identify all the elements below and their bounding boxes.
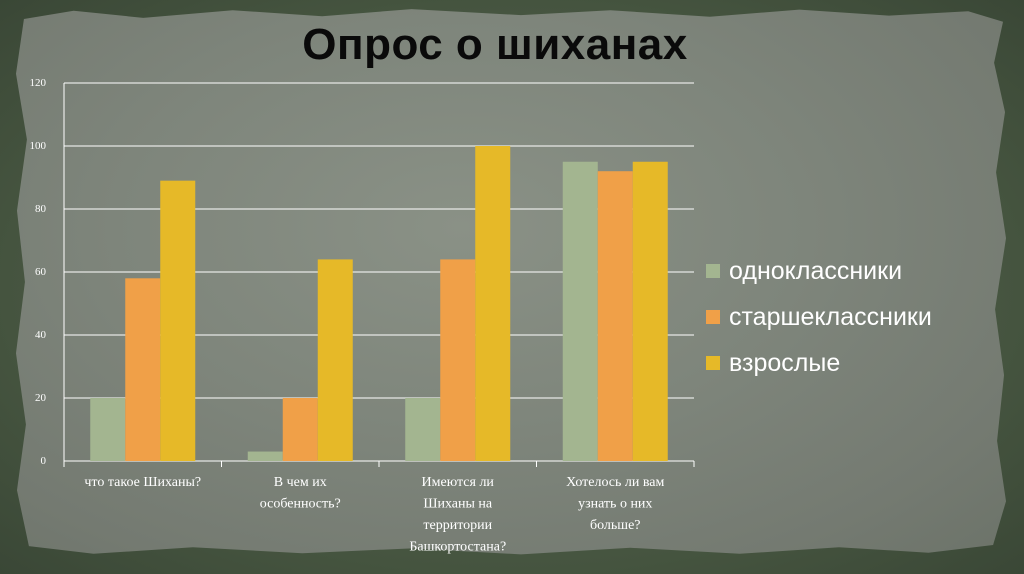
y-tick-label: 60 — [35, 266, 47, 278]
chart-legend: одноклассники старшеклассники взрослые — [706, 248, 932, 386]
x-tick-label-line: Шиханы на — [423, 497, 493, 512]
y-tick-label: 20 — [35, 392, 47, 404]
legend-swatch — [706, 310, 720, 324]
x-tick-label: Имеются ли Шиханы на территории Башкортоста… — [409, 475, 506, 555]
bar — [317, 259, 353, 461]
bar — [90, 398, 126, 461]
x-tick-label: что такое Шиханы? — [84, 475, 201, 490]
y-tick-label: 40 — [35, 329, 47, 341]
y-tick-label: 0 — [41, 455, 47, 467]
bar — [125, 278, 161, 461]
x-tick-label-line: В чем их — [274, 475, 327, 490]
y-tick-label: 120 — [30, 77, 47, 89]
legend-item: взрослые — [706, 340, 932, 386]
bar — [475, 146, 511, 461]
x-tick-label-line: что такое Шиханы? — [84, 475, 201, 490]
page-title: Опрос о шиханах — [302, 20, 688, 69]
bar — [632, 161, 668, 461]
bar — [440, 259, 476, 461]
legend-item: старшеклассники — [706, 294, 932, 340]
x-tick-label-line: узнать о них — [578, 497, 652, 512]
x-tick-label-line: Имеются ли — [422, 475, 495, 490]
x-tick-label-line: особенность? — [260, 497, 341, 512]
legend-label: одноклассники — [729, 256, 903, 285]
x-tick-label: Хотелось ли вам узнать о них больше? — [566, 475, 664, 533]
x-tick-label: В чем их особенность? — [260, 475, 341, 512]
x-tick-label-line: территории — [423, 518, 492, 533]
legend-swatch — [706, 264, 720, 278]
bar — [562, 161, 598, 461]
legend-label: старшеклассники — [729, 302, 932, 331]
x-tick-label-line: больше? — [590, 518, 641, 533]
x-tick-label-line: Хотелось ли вам — [566, 475, 664, 490]
y-tick-label: 80 — [35, 203, 47, 215]
y-tick-label: 100 — [30, 140, 47, 152]
bar — [247, 451, 283, 461]
bar — [405, 398, 441, 461]
legend-label: взрослые — [729, 348, 841, 377]
legend-item: одноклассники — [706, 248, 932, 294]
bar — [160, 180, 196, 461]
bar — [282, 398, 318, 461]
x-tick-label-line: Башкортостана? — [409, 540, 506, 555]
bar — [597, 171, 633, 461]
legend-swatch — [706, 356, 720, 370]
